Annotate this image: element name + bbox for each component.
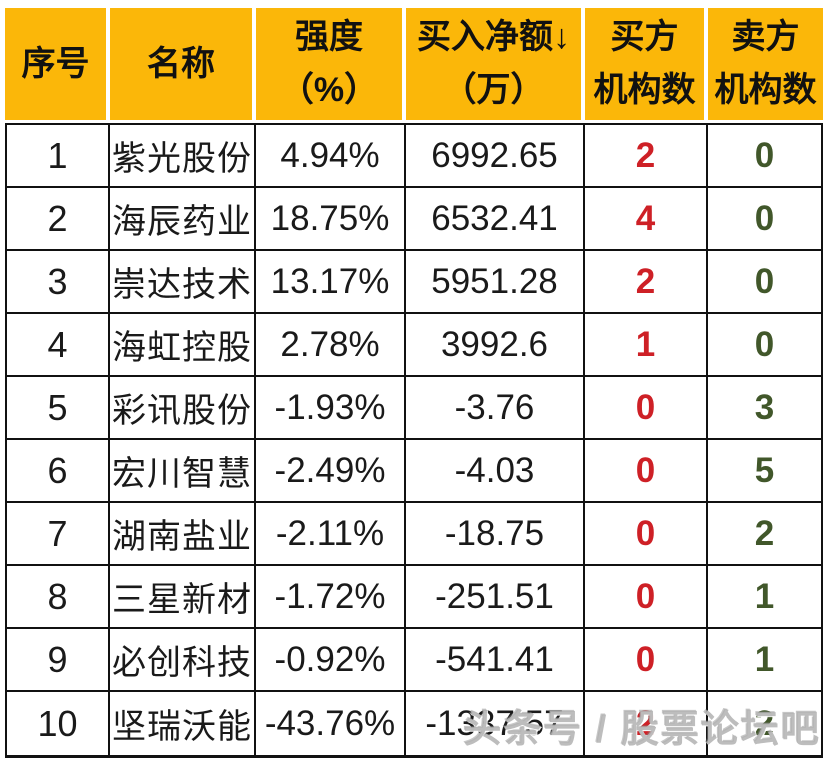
cell-buy_inst: 0 xyxy=(585,629,708,690)
table-row: 3 崇达技术 13.17% 5951.28 2 0 xyxy=(7,251,821,314)
table-row: 6 宏川智慧 -2.49% -4.03 0 5 xyxy=(7,440,821,503)
cell-sell_inst: 1 xyxy=(754,639,775,679)
cell-sell_inst: 2 xyxy=(754,513,775,553)
cell-strength: 4.94% xyxy=(256,125,406,186)
cell-net_buy: -541.41 xyxy=(406,629,585,690)
cell-strength: -0.92% xyxy=(256,629,406,690)
cell-name: 海辰药业 xyxy=(110,188,256,249)
table-row: 1 紫光股份 4.94% 6992.65 2 0 xyxy=(7,125,821,188)
cell-strength: -2.11% xyxy=(256,503,406,564)
cell-index: 1 xyxy=(7,125,110,186)
column-header-net_buy[interactable]: 买入净额↓ （万） xyxy=(406,8,585,120)
cell-name: 崇达技术 xyxy=(110,251,256,312)
cell-strength: -43.76% xyxy=(256,692,406,755)
cell-net_buy: -3.76 xyxy=(406,377,585,438)
cell-sell_inst: 2 xyxy=(754,703,775,743)
table-row: 9 必创科技 -0.92% -541.41 0 1 xyxy=(7,629,821,692)
cell-net_buy: -4.03 xyxy=(406,440,585,501)
cell-buy_inst: 4 xyxy=(585,188,708,249)
column-header-index: 序号 xyxy=(5,8,110,120)
table-row: 5 彩讯股份 -1.93% -3.76 0 3 xyxy=(7,377,821,440)
cell-sell_inst: 0 xyxy=(754,324,775,364)
column-header-strength: 强度 （%） xyxy=(256,8,406,120)
table-row: 10 坚瑞沃能 -43.76% -1337.57 2 2 xyxy=(7,692,821,755)
column-header-strength-line: 强度 xyxy=(295,18,363,57)
cell-buy_inst: 0 xyxy=(585,566,708,627)
cell-index: 5 xyxy=(7,377,110,438)
column-header-net_buy-line: （万） xyxy=(442,71,545,109)
cell-strength: 13.17% xyxy=(256,251,406,312)
cell-strength: -1.72% xyxy=(256,566,406,627)
cell-net_buy: 6992.65 xyxy=(406,125,585,186)
cell-sell_inst: 3 xyxy=(754,387,775,427)
cell-name: 坚瑞沃能 xyxy=(110,692,256,755)
table-header-row: 序号 名称 强度 （%） 买入净额↓ （万） 买方 机构数 卖方 机构数 xyxy=(5,8,823,120)
cell-strength: -2.49% xyxy=(256,440,406,501)
cell-name: 三星新材 xyxy=(110,566,256,627)
cell-buy_inst: 1 xyxy=(585,314,708,375)
cell-buy_inst: 0 xyxy=(585,503,708,564)
cell-strength: 2.78% xyxy=(256,314,406,375)
cell-strength: -1.93% xyxy=(256,377,406,438)
institution-trading-table: 序号 名称 强度 （%） 买入净额↓ （万） 买方 机构数 卖方 机构数 1 紫光股份 4.94% 69… xyxy=(5,8,823,758)
cell-buy_inst: 2 xyxy=(585,692,708,755)
column-header-sell_inst-line: 机构数 xyxy=(714,71,817,109)
cell-name: 湖南盐业 xyxy=(110,503,256,564)
table-row: 7 湖南盐业 -2.11% -18.75 0 2 xyxy=(7,503,821,566)
cell-name: 紫光股份 xyxy=(110,125,256,186)
cell-buy_inst: 2 xyxy=(585,125,708,186)
table-body: 1 紫光股份 4.94% 6992.65 2 0 2 海辰药业 18.75% 6532.41 4 0 3… xyxy=(5,123,823,758)
cell-name: 必创科技 xyxy=(110,629,256,690)
column-header-name-line: 名称 xyxy=(147,44,215,83)
column-header-name: 名称 xyxy=(110,8,256,120)
cell-net_buy: -18.75 xyxy=(406,503,585,564)
cell-sell_inst: 0 xyxy=(754,198,775,238)
column-header-buy_inst: 买方 机构数 xyxy=(585,8,708,120)
cell-net_buy: 3992.6 xyxy=(406,314,585,375)
cell-buy_inst: 2 xyxy=(585,251,708,312)
cell-sell_inst: 0 xyxy=(754,135,775,175)
column-header-sell_inst: 卖方 机构数 xyxy=(708,8,823,120)
cell-index: 7 xyxy=(7,503,110,564)
column-header-buy_inst-line: 买方 xyxy=(610,18,679,57)
cell-net_buy: -251.51 xyxy=(406,566,585,627)
column-header-net_buy-line: 买入净额↓ xyxy=(417,18,570,57)
cell-name: 彩讯股份 xyxy=(110,377,256,438)
cell-index: 3 xyxy=(7,251,110,312)
cell-buy_inst: 0 xyxy=(585,377,708,438)
cell-sell_inst: 5 xyxy=(754,450,775,490)
cell-name: 海虹控股 xyxy=(110,314,256,375)
table-row: 8 三星新材 -1.72% -251.51 0 1 xyxy=(7,566,821,629)
column-header-index-line: 序号 xyxy=(21,44,90,83)
cell-index: 6 xyxy=(7,440,110,501)
cell-index: 4 xyxy=(7,314,110,375)
cell-sell_inst: 1 xyxy=(754,576,775,616)
cell-index: 9 xyxy=(7,629,110,690)
cell-sell_inst: 0 xyxy=(754,261,775,301)
cell-index: 2 xyxy=(7,188,110,249)
column-header-buy_inst-line: 机构数 xyxy=(593,71,696,109)
column-header-strength-line: （%） xyxy=(279,71,379,109)
cell-index: 8 xyxy=(7,566,110,627)
cell-strength: 18.75% xyxy=(256,188,406,249)
table-row: 2 海辰药业 18.75% 6532.41 4 0 xyxy=(7,188,821,251)
cell-net_buy: 6532.41 xyxy=(406,188,585,249)
cell-index: 10 xyxy=(7,692,110,755)
cell-buy_inst: 0 xyxy=(585,440,708,501)
cell-name: 宏川智慧 xyxy=(110,440,256,501)
column-header-sell_inst-line: 卖方 xyxy=(731,18,800,57)
cell-net_buy: -1337.57 xyxy=(406,692,585,755)
table-row: 4 海虹控股 2.78% 3992.6 1 0 xyxy=(7,314,821,377)
cell-net_buy: 5951.28 xyxy=(406,251,585,312)
